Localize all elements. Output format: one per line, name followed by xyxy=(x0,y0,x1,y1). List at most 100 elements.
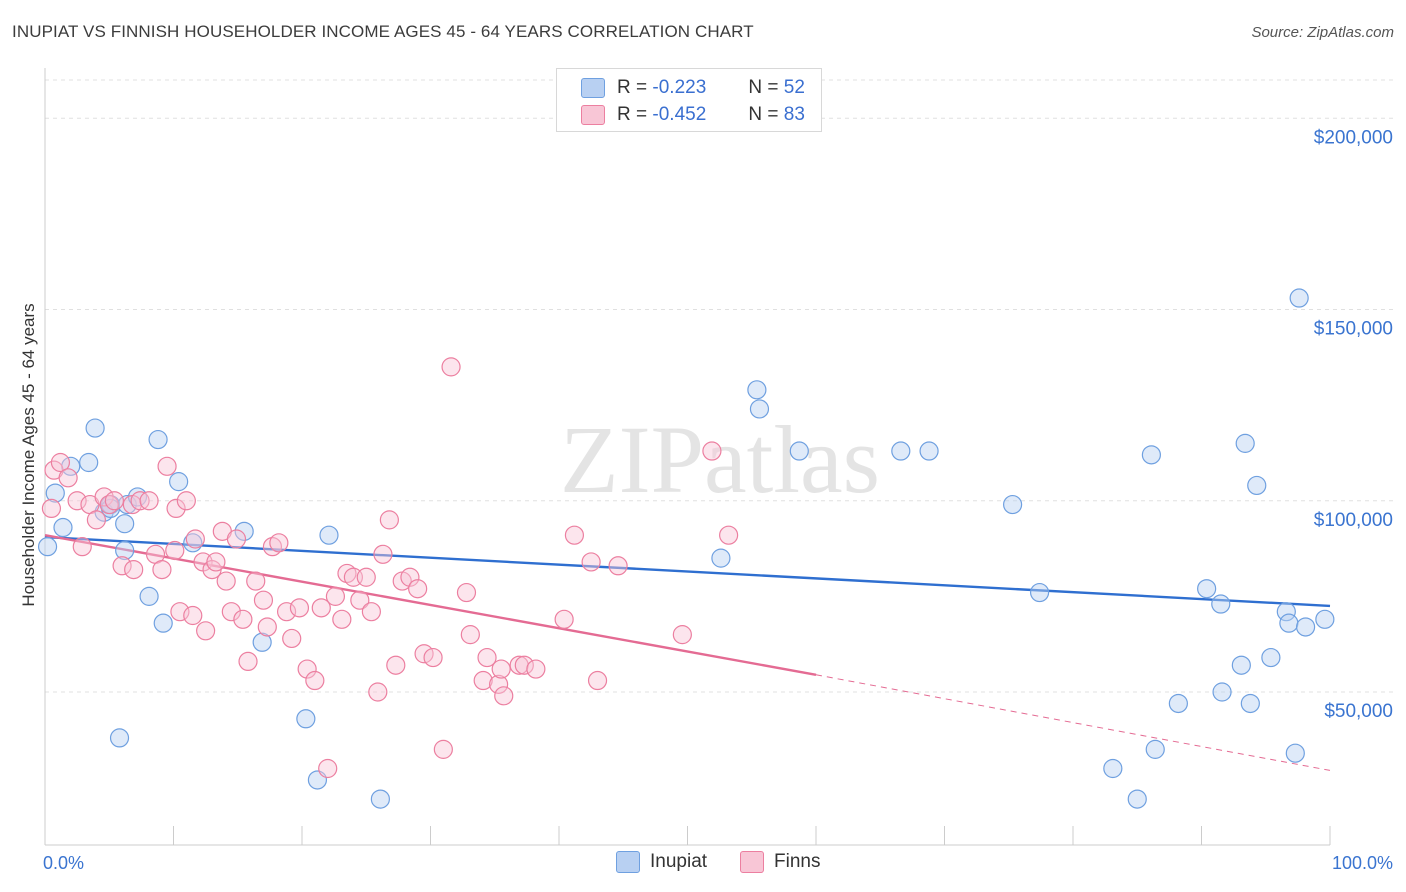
data-point-inupiat xyxy=(1127,789,1147,809)
y-tick-label: $50,000 xyxy=(1324,701,1393,722)
r-label: R = xyxy=(617,77,648,98)
data-point-finns xyxy=(361,602,381,622)
data-point-finns xyxy=(183,605,203,626)
data-point-finns xyxy=(305,670,325,691)
data-point-inupiat xyxy=(169,472,189,492)
data-point-finns xyxy=(246,571,266,591)
data-point-inupiat xyxy=(1003,494,1023,515)
data-point-finns xyxy=(269,533,289,553)
data-point-inupiat xyxy=(747,380,767,400)
r-label: R = xyxy=(617,104,648,125)
correlation-legend: R = -0.223 N = 52 R = -0.452 N = 83 xyxy=(556,68,822,132)
data-point-finns xyxy=(86,510,107,530)
data-point-finns xyxy=(206,552,226,572)
y-tick-label: $150,000 xyxy=(1314,319,1393,340)
data-point-finns xyxy=(350,590,370,610)
trend-line-finns xyxy=(815,674,1331,771)
data-point-finns xyxy=(152,559,172,580)
data-point-finns xyxy=(282,628,302,649)
data-point-finns xyxy=(489,674,509,694)
data-point-inupiat xyxy=(234,521,254,541)
legend-item-finns[interactable]: Finns xyxy=(740,851,820,873)
data-point-finns xyxy=(297,659,317,679)
data-point-inupiat xyxy=(1289,288,1309,308)
data-point-inupiat xyxy=(1197,579,1217,599)
data-point-finns xyxy=(587,670,608,691)
data-point-finns xyxy=(233,609,253,629)
data-point-inupiat xyxy=(1295,617,1316,637)
data-point-finns xyxy=(124,559,144,580)
trend-line-finns xyxy=(44,533,817,676)
data-point-inupiat xyxy=(891,441,911,461)
data-point-finns xyxy=(477,647,497,668)
data-point-finns xyxy=(58,468,78,488)
data-point-inupiat xyxy=(1279,613,1299,633)
data-point-finns xyxy=(702,441,722,461)
legend-row-finns: R = -0.452 N = 83 xyxy=(581,102,805,128)
data-point-finns xyxy=(332,609,352,629)
data-point-finns xyxy=(356,567,376,587)
data-point-inupiat xyxy=(1103,758,1123,779)
data-point-inupiat xyxy=(789,441,809,461)
data-point-finns xyxy=(257,617,277,637)
n-label: N = xyxy=(748,77,779,98)
data-point-inupiat xyxy=(45,483,65,503)
data-point-finns xyxy=(170,602,190,622)
data-point-inupiat xyxy=(85,418,105,438)
data-point-finns xyxy=(608,556,628,576)
data-point-inupiat xyxy=(139,586,159,606)
data-point-finns xyxy=(514,655,534,675)
data-point-inupiat xyxy=(37,537,58,557)
data-point-inupiat xyxy=(109,728,130,748)
data-point-finns xyxy=(311,598,331,618)
data-point-finns xyxy=(325,586,346,606)
y-tick-label: $100,000 xyxy=(1314,510,1393,531)
data-point-finns xyxy=(238,651,258,672)
r-value-finns: -0.452 xyxy=(652,104,707,125)
y-axis-label: Householder Income Ages 45 - 64 years xyxy=(19,303,38,606)
data-point-inupiat xyxy=(1231,655,1251,675)
data-point-inupiat xyxy=(1247,475,1267,496)
data-point-inupiat xyxy=(1212,682,1232,702)
legend-swatch-inupiat xyxy=(616,851,640,873)
legend-swatch-finns xyxy=(740,851,764,873)
data-point-finns xyxy=(408,579,428,599)
data-point-finns xyxy=(400,567,420,587)
data-point-finns xyxy=(564,525,585,545)
tick-labels: $50,000 $100,000 $150,000 $200,000 0.0% 100.0… xyxy=(43,127,1393,873)
data-point-finns xyxy=(373,544,393,564)
data-point-inupiat xyxy=(115,514,135,534)
r-value-inupiat: -0.223 xyxy=(652,77,707,98)
data-point-finns xyxy=(368,682,388,702)
y-tick-label: $200,000 xyxy=(1314,127,1393,148)
data-point-finns xyxy=(165,540,185,561)
data-point-finns xyxy=(494,686,514,706)
data-point-finns xyxy=(289,598,310,618)
data-point-finns xyxy=(433,739,453,759)
data-point-inupiat xyxy=(1168,693,1188,714)
legend-swatch-inupiat xyxy=(581,78,605,98)
legend-row-inupiat: R = -0.223 N = 52 xyxy=(581,75,805,101)
n-label: N = xyxy=(748,104,779,125)
data-point-finns xyxy=(99,494,119,515)
data-point-inupiat xyxy=(115,540,135,561)
data-point-finns xyxy=(50,452,71,473)
n-value-inupiat: 52 xyxy=(783,77,805,98)
data-point-finns xyxy=(216,571,236,591)
data-point-finns xyxy=(672,625,692,645)
data-point-inupiat xyxy=(1240,693,1260,714)
data-point-finns xyxy=(379,510,399,530)
data-point-finns xyxy=(386,655,406,675)
legend-item-inupiat[interactable]: Inupiat xyxy=(616,851,707,873)
source-note: Source: ZipAtlas.com xyxy=(1251,24,1394,41)
data-point-inupiat xyxy=(153,613,173,633)
data-point-finns xyxy=(221,602,241,622)
data-point-finns xyxy=(226,529,247,549)
data-point-finns xyxy=(185,529,205,549)
data-point-finns xyxy=(67,491,87,511)
data-point-finns xyxy=(176,491,196,511)
data-point-inupiat xyxy=(370,789,390,809)
data-point-inupiat xyxy=(296,709,316,729)
x-tick-label: 100.0% xyxy=(1332,853,1393,873)
data-point-inupiat xyxy=(1276,602,1296,622)
